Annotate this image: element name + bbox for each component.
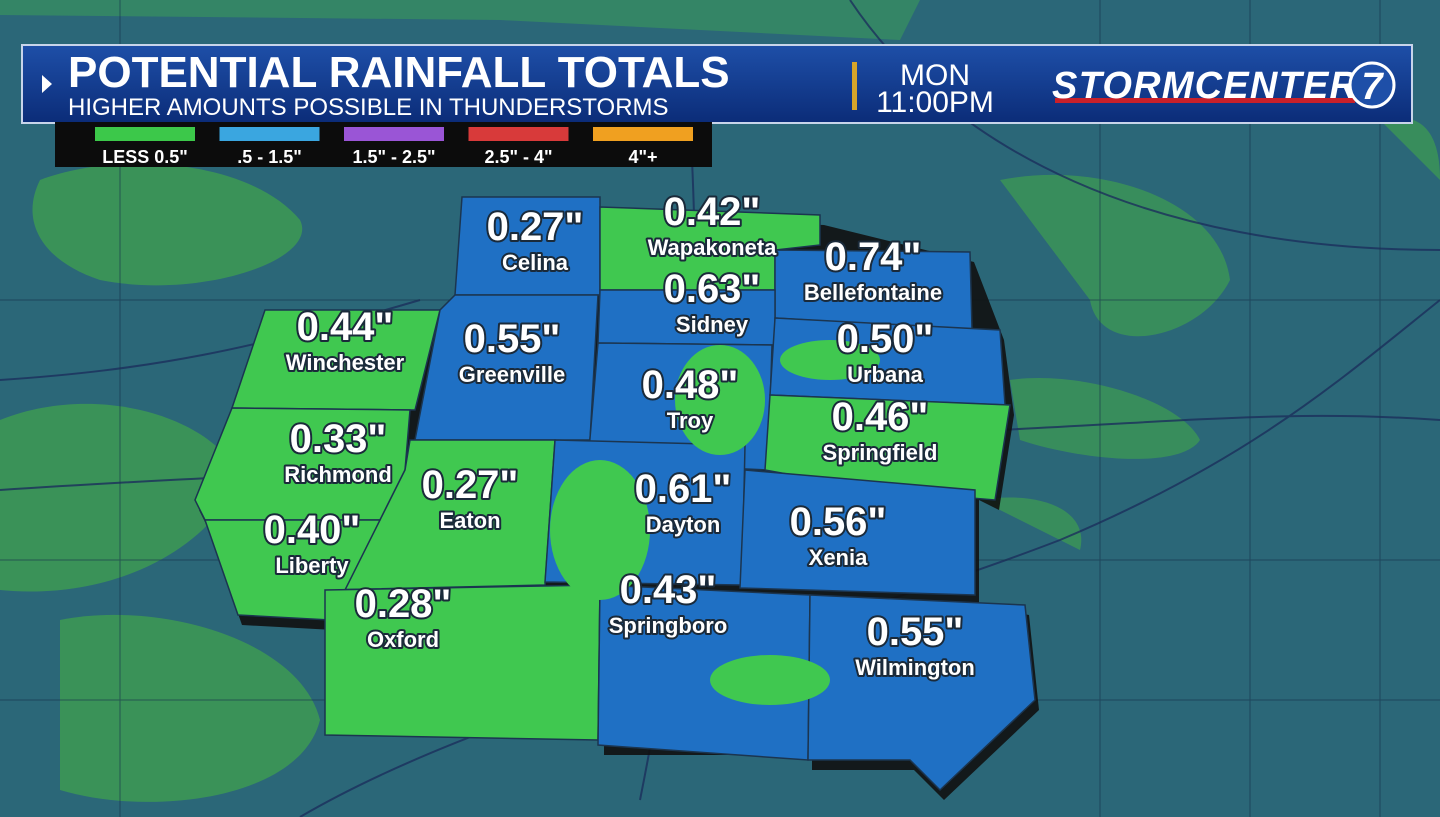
rainfall-amount: 0.55"	[867, 610, 964, 654]
legend-label: 4"+	[628, 147, 657, 167]
location-name: Wilmington	[855, 655, 975, 680]
location-name: Liberty	[275, 553, 349, 578]
legend-label: LESS 0.5"	[102, 147, 188, 167]
location-name: Oxford	[367, 627, 439, 652]
location-name: Troy	[667, 408, 714, 433]
rainfall-amount: 0.61"	[635, 467, 732, 511]
header: POTENTIAL RAINFALL TOTALS HIGHER AMOUNTS…	[21, 44, 1413, 124]
location-name: Dayton	[646, 512, 721, 537]
rainfall-amount: 0.63"	[664, 267, 761, 311]
rainfall-amount: 0.55"	[464, 317, 561, 361]
location-name: Springboro	[609, 613, 728, 638]
legend-label: .5 - 1.5"	[237, 147, 302, 167]
rainfall-amount: 0.50"	[837, 317, 934, 361]
rainfall-amount: 0.42"	[664, 190, 761, 234]
location-name: Xenia	[809, 545, 868, 570]
rainfall-amount: 0.48"	[642, 363, 739, 407]
legend-swatch	[219, 127, 320, 141]
legend-swatch	[95, 127, 195, 141]
rainfall-amount: 0.27"	[487, 205, 584, 249]
legend-label: 1.5" - 2.5"	[352, 147, 435, 167]
location-name: Eaton	[439, 508, 500, 533]
rainfall-amount: 0.33"	[290, 417, 387, 461]
location-name: Celina	[502, 250, 569, 275]
location-name: Wapakoneta	[648, 235, 778, 260]
location-name: Richmond	[284, 462, 392, 487]
rainfall-amount: 0.56"	[790, 500, 887, 544]
location-name: Greenville	[459, 362, 565, 387]
logo: STORMCENTER	[1052, 65, 1358, 107]
rainfall-amount: 0.74"	[825, 235, 922, 279]
legend-swatch	[468, 127, 569, 141]
location-name: Bellefontaine	[804, 280, 942, 305]
location-name: Sidney	[676, 312, 749, 337]
subtitle: HIGHER AMOUNTS POSSIBLE IN THUNDERSTORMS	[68, 94, 669, 121]
legend-swatch	[344, 127, 444, 141]
counties	[194, 196, 1039, 800]
rainfall-amount: 0.27"	[422, 463, 519, 507]
day: MON	[900, 59, 970, 92]
title: POTENTIAL RAINFALL TOTALS	[68, 48, 730, 97]
location-name: Springfield	[823, 440, 938, 465]
legend: LESS 0.5" .5 - 1.5" 1.5" - 2.5" 2.5" - 4" 4"…	[55, 122, 712, 167]
location-name: Winchester	[286, 350, 405, 375]
rainfall-amount: 0.28"	[355, 582, 452, 626]
legend-label: 2.5" - 4"	[484, 147, 552, 167]
time: 11:00PM	[876, 86, 994, 119]
rainfall-amount: 0.44"	[297, 305, 394, 349]
rainfall-amount: 0.43"	[620, 568, 717, 612]
location-name: Urbana	[847, 362, 924, 387]
legend-swatch	[593, 127, 693, 141]
rainfall-amount: 0.40"	[264, 508, 361, 552]
rainfall-amount: 0.46"	[832, 395, 929, 439]
logo-number: 7	[1361, 66, 1384, 108]
